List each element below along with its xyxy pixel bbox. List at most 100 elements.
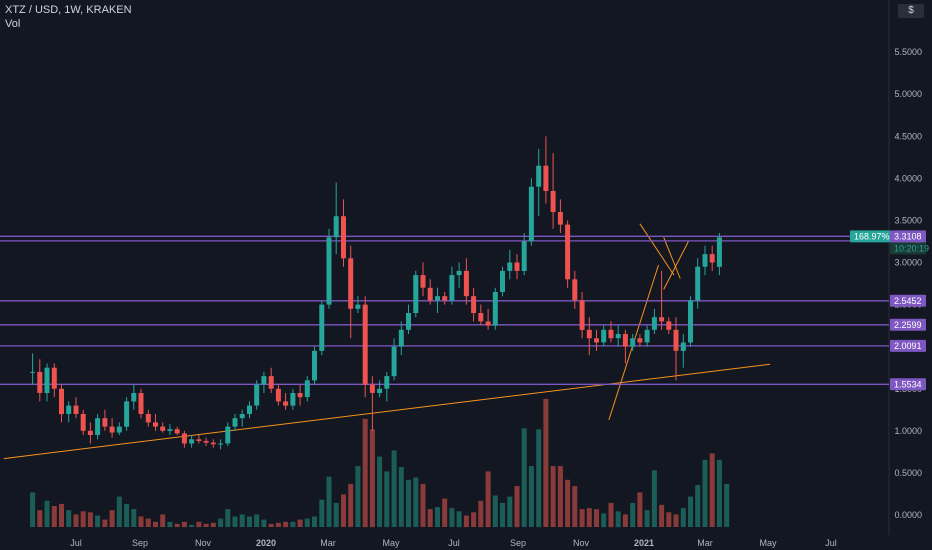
volume-bar	[695, 485, 701, 527]
candle-body	[702, 254, 708, 267]
level-price-tag-text: 1.5534	[894, 379, 922, 389]
volume-bar	[724, 483, 730, 527]
candle	[659, 270, 665, 330]
volume-bar	[702, 459, 708, 527]
candle-body	[565, 224, 571, 280]
volume-bar	[109, 510, 115, 527]
candle-body	[44, 367, 50, 393]
volume-bar	[601, 513, 607, 528]
volume-bar	[492, 495, 498, 527]
volume-bar	[145, 518, 151, 527]
level-price-tag: 2.2599	[890, 318, 926, 331]
candle-body	[427, 287, 433, 301]
candle-body	[601, 329, 607, 343]
percent-change-tag-bg	[850, 230, 890, 243]
candle	[630, 334, 636, 351]
candle	[492, 287, 498, 330]
candle	[420, 262, 426, 297]
candle	[247, 401, 252, 419]
volume-indicator-label[interactable]: Vol	[5, 18, 21, 30]
candle	[189, 435, 195, 448]
candle	[622, 329, 628, 364]
candle	[709, 245, 715, 271]
volume-bar	[44, 500, 50, 528]
volume-bar	[565, 479, 571, 528]
volume-bar	[355, 466, 361, 527]
candle-body	[145, 414, 151, 423]
candle-body	[131, 393, 137, 402]
candle	[304, 376, 310, 402]
level-price-tag: 2.0091	[890, 339, 926, 352]
candle	[391, 338, 397, 381]
volume-bar	[528, 466, 534, 527]
currency-settings-button[interactable]: $	[898, 4, 924, 18]
candle	[160, 422, 166, 433]
volume-bar	[326, 476, 332, 527]
price-axis-label: 5.0000	[894, 89, 922, 99]
candle	[384, 371, 390, 402]
level-price-tag-bg	[890, 318, 926, 331]
candle	[644, 325, 650, 347]
volume-bar	[485, 471, 491, 528]
candle-body	[312, 350, 317, 381]
candle	[218, 439, 224, 450]
candle	[174, 426, 180, 435]
candle	[254, 380, 260, 410]
price-axis-label: 3.0000	[894, 258, 922, 268]
candle-body	[232, 418, 238, 427]
candle	[261, 371, 267, 393]
candle	[283, 393, 289, 410]
candle	[579, 292, 585, 339]
volume-bar	[369, 429, 375, 528]
volume-bar	[709, 453, 715, 527]
candle	[369, 376, 375, 431]
candle-body	[377, 388, 383, 393]
candle-body	[160, 426, 166, 431]
candle-body	[622, 334, 628, 347]
candle	[341, 199, 346, 267]
candle-body	[355, 304, 361, 309]
volume-bar	[232, 516, 238, 527]
candle-body	[528, 186, 534, 242]
candle	[406, 304, 411, 334]
volume-bar	[247, 516, 252, 527]
candle-body	[615, 334, 621, 339]
volume-bar	[659, 504, 665, 527]
price-axis-label: 5.5000	[894, 47, 922, 57]
volume-bar	[579, 509, 585, 527]
candle	[594, 329, 599, 351]
volume-bar	[131, 509, 137, 527]
time-axis-label: Nov	[573, 538, 590, 548]
candle	[608, 321, 614, 343]
candle	[268, 367, 274, 393]
percent-change-tag: 168.97%	[850, 230, 890, 243]
volume-bar	[391, 450, 397, 527]
candle	[398, 321, 404, 356]
candle-body	[181, 433, 187, 444]
candle-body	[514, 262, 520, 271]
candle	[528, 178, 534, 246]
candle-body	[413, 275, 419, 313]
symbol-title[interactable]: XTZ / USD, 1W, KRAKEN	[5, 4, 132, 16]
candle	[442, 292, 448, 305]
candle-body	[261, 376, 267, 385]
candle	[521, 233, 527, 276]
bar-countdown-tag: 10:20:19	[890, 242, 929, 255]
candle	[572, 270, 578, 309]
candle	[362, 296, 368, 398]
volume-bar	[449, 508, 455, 527]
bar-countdown-tag-text: 10:20:19	[894, 243, 929, 253]
candle-body	[138, 393, 144, 414]
candle	[565, 220, 571, 288]
candle	[80, 409, 86, 435]
volume-bar	[471, 512, 477, 527]
candle	[232, 414, 238, 431]
candle-body	[66, 405, 72, 414]
candle	[30, 353, 36, 385]
time-axis-label: Jul	[70, 538, 82, 548]
time-axis-label: Sep	[510, 538, 526, 548]
trend-line	[3, 363, 771, 460]
candle-body	[174, 429, 180, 434]
candle-body	[319, 304, 325, 351]
